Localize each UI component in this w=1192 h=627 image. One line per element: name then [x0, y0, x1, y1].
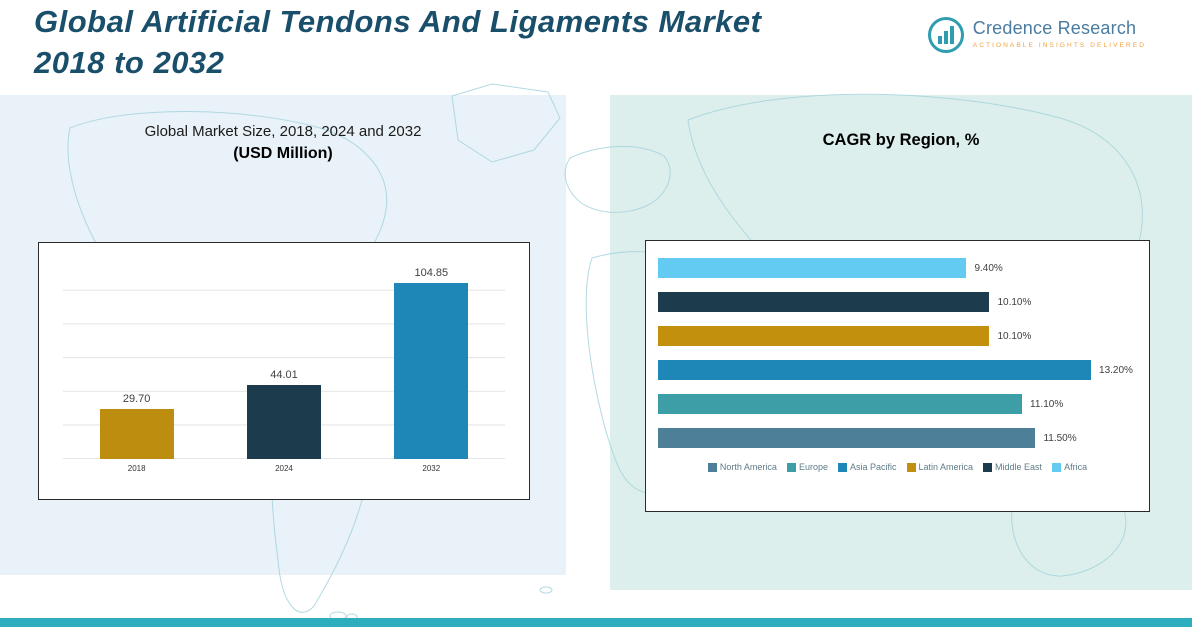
bar-2024: [246, 385, 321, 459]
bar-value-label: 44.01: [270, 369, 298, 381]
cagr-row-latin-america: 10.10%: [658, 326, 1137, 346]
logo-tagline: Actionable Insights Delivered: [972, 42, 1146, 49]
legend-swatch: [906, 462, 916, 472]
legend-label: Latin America: [918, 462, 974, 472]
legend-item-asia-pacific: Asia Pacific: [837, 462, 897, 472]
legend-label: Middle East: [995, 462, 1043, 472]
legend-swatch: [707, 462, 717, 472]
cagr-chart: 9.40% 10.10% 10.10% 13.20% 11.10% 11.50% Nort…: [645, 240, 1150, 512]
page-title-line2: 2018 to 2032: [34, 44, 225, 80]
bar-value-label: 29.70: [122, 393, 151, 405]
legend-swatch: [983, 462, 993, 472]
cagr-panel: CAGR by Region, % 9.40% 10.10% 10.10% 13.20…: [610, 95, 1192, 590]
cagr-value-label: 9.40%: [974, 262, 1003, 274]
legend-swatch: [837, 462, 847, 472]
cagr-bar-asia-pacific: [658, 360, 1092, 380]
bar-column-2018: 29.70: [97, 393, 177, 459]
cagr-legend: North America Europe Asia Pacific Latin Ame…: [658, 462, 1137, 472]
market-size-panel: Global Market Size, 2018, 2024 and 2032 …: [0, 95, 566, 575]
bar-column-2032: 104.85: [391, 267, 471, 459]
page-title-line1: Global Artificial Tendons And Ligaments …: [34, 4, 762, 39]
x-axis-label-2032: 2032: [422, 464, 441, 473]
legend-swatch: [786, 462, 796, 472]
header: Global Artificial Tendons And Ligaments …: [0, 0, 1192, 95]
cagr-bar-latin-america: [658, 326, 990, 346]
legend-item-africa: Africa: [1052, 462, 1087, 472]
logo-name: Credence Research: [972, 18, 1137, 38]
legend-swatch: [1052, 462, 1062, 472]
cagr-bar-africa: [658, 258, 967, 278]
cagr-row-asia-pacific: 13.20%: [658, 360, 1137, 380]
cagr-value-label: 10.10%: [997, 296, 1032, 308]
cagr-row-europe: 11.10%: [658, 394, 1137, 414]
page-title: Global Artificial Tendons And Ligaments …: [34, 2, 761, 84]
market-size-x-axis: 2018 2024 2032: [63, 464, 505, 473]
market-size-chart-title: Global Market Size, 2018, 2024 and 2032 …: [0, 123, 566, 163]
brand-logo: Credence Research Actionable Insights De…: [927, 16, 1146, 54]
cagr-row-africa: 9.40%: [658, 258, 1137, 278]
cagr-value-label: 13.20%: [1099, 364, 1133, 376]
legend-label: Africa: [1064, 462, 1088, 472]
logo-bar-chart-icon: [927, 17, 964, 53]
legend-item-latin-america: Latin America: [906, 462, 974, 472]
cagr-bar-north-america: [658, 428, 1036, 448]
market-size-plot-area: 29.70 44.01 104.85: [63, 257, 505, 459]
cagr-bar-europe: [658, 394, 1023, 414]
market-size-title-line1: Global Market Size, 2018, 2024 and 2032: [144, 123, 422, 140]
legend-label: Asia Pacific: [849, 462, 897, 472]
legend-item-europe: Europe: [786, 462, 828, 472]
bar-value-label: 104.85: [414, 267, 449, 279]
cagr-value-label: 11.50%: [1043, 432, 1077, 444]
bar-2032: [394, 283, 469, 459]
legend-item-middle-east: Middle East: [983, 462, 1042, 472]
x-axis-label-2018: 2018: [127, 464, 146, 473]
cagr-bar-middle-east: [658, 292, 990, 312]
market-size-chart: 29.70 44.01 104.85 2018 2024 2032: [38, 242, 530, 500]
cagr-value-label: 10.10%: [997, 330, 1032, 342]
bottom-accent-strip: [0, 618, 1192, 627]
market-size-title-line2: (USD Million): [233, 145, 333, 162]
legend-label: North America: [719, 462, 777, 472]
bar-2018: [99, 409, 174, 459]
legend-label: Europe: [798, 462, 828, 472]
cagr-row-middle-east: 10.10%: [658, 292, 1137, 312]
logo-text-block: Credence Research Actionable Insights De…: [973, 16, 1146, 49]
x-axis-label-2024: 2024: [275, 464, 293, 473]
cagr-plot-area: 9.40% 10.10% 10.10% 13.20% 11.10% 11.50%: [658, 258, 1137, 448]
bar-column-2024: 44.01: [244, 369, 324, 459]
legend-item-north-america: North America: [707, 462, 777, 472]
cagr-row-north-america: 11.50%: [658, 428, 1137, 448]
cagr-value-label: 11.10%: [1030, 398, 1064, 410]
cagr-chart-title: CAGR by Region, %: [822, 131, 980, 149]
